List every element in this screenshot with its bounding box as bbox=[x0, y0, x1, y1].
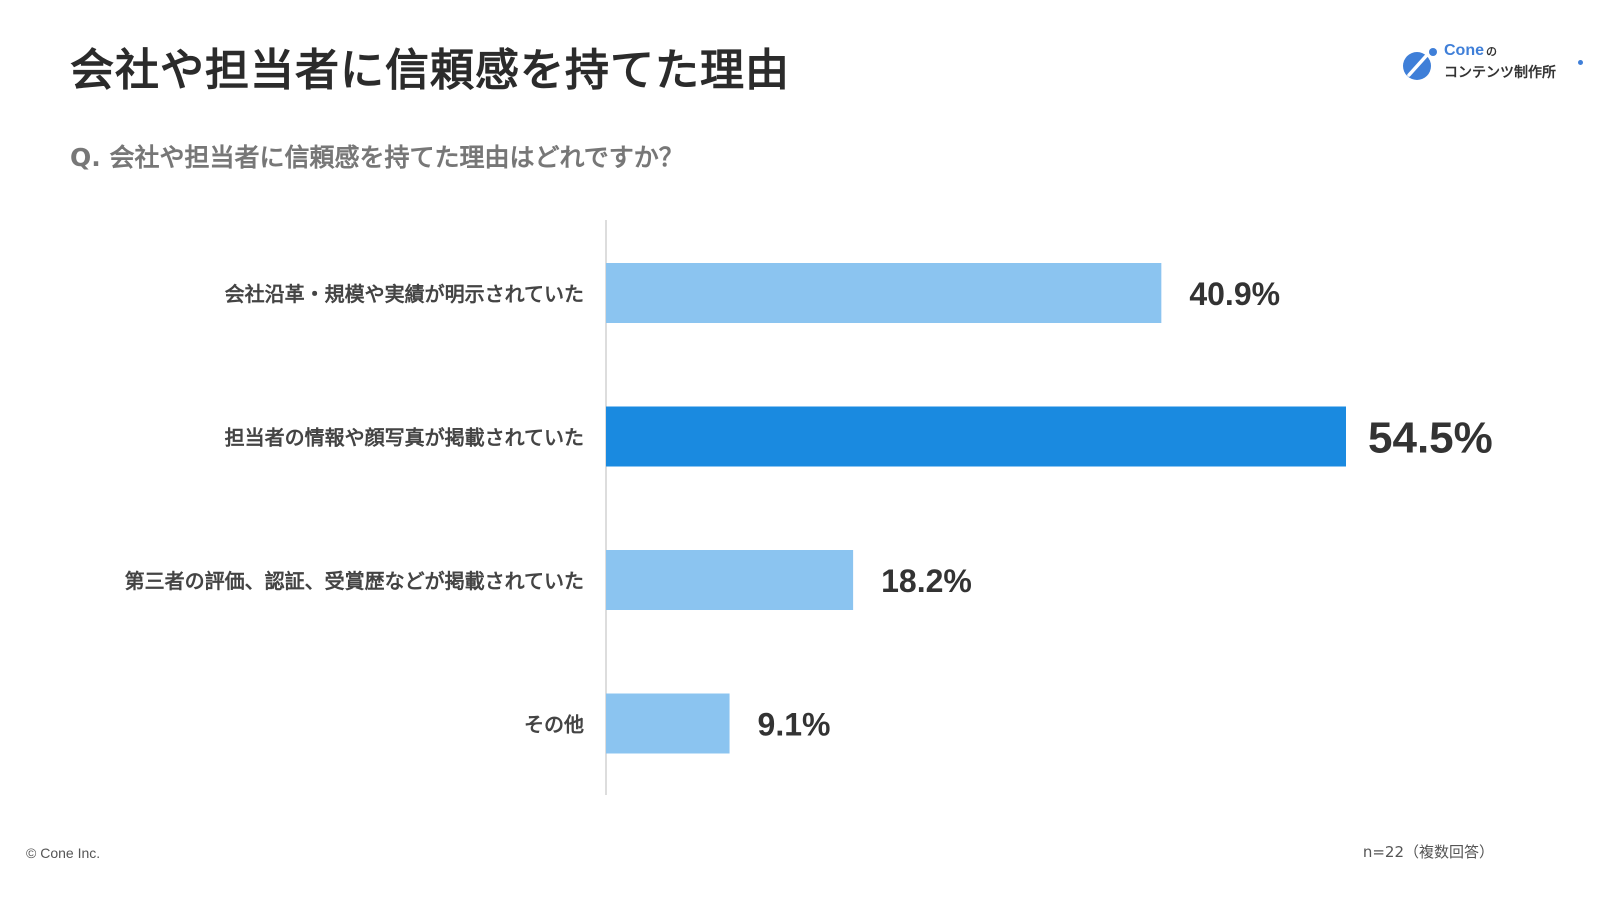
logo-dot bbox=[1578, 60, 1583, 65]
value-label: 18.2% bbox=[881, 563, 972, 599]
bar-chart: 会社沿革・規模や実績が明示されていた 40.9% 担当者の情報や顔写真が掲載されてい… bbox=[125, 220, 1493, 795]
logo-name: Cone の bbox=[1444, 42, 1497, 60]
copyright: © Cone Inc. bbox=[26, 845, 101, 861]
bar bbox=[606, 550, 854, 610]
brand-logo: Cone の コンテンツ制作所 bbox=[1400, 40, 1590, 90]
category-label: 第三者の評価、認証、受賞歴などが掲載されていた bbox=[125, 569, 584, 593]
category-label: 会社沿革・規模や実績が明示されていた bbox=[225, 282, 584, 306]
chart-title: 会社や担当者に信頼感を持てた理由 bbox=[70, 45, 790, 96]
logo-name-text: Cone bbox=[1444, 42, 1484, 59]
value-label: 9.1% bbox=[758, 707, 831, 743]
logo-particle: の bbox=[1486, 46, 1497, 58]
sample-note: n=22（複数回答） bbox=[1362, 843, 1494, 861]
survey-question: Q. 会社や担当者に信頼感を持てた理由はどれですか？ bbox=[70, 143, 684, 172]
category-label: 担当者の情報や顔写真が掲載されていた bbox=[225, 426, 584, 450]
bar bbox=[606, 406, 1346, 467]
category-label: その他 bbox=[524, 713, 584, 737]
bar bbox=[606, 693, 730, 754]
value-label: 40.9% bbox=[1189, 276, 1280, 312]
value-label: 54.5% bbox=[1368, 414, 1493, 463]
logo-subtitle: コンテンツ制作所 bbox=[1444, 65, 1556, 81]
cone-logo-icon bbox=[1403, 48, 1437, 80]
bar bbox=[606, 263, 1162, 323]
